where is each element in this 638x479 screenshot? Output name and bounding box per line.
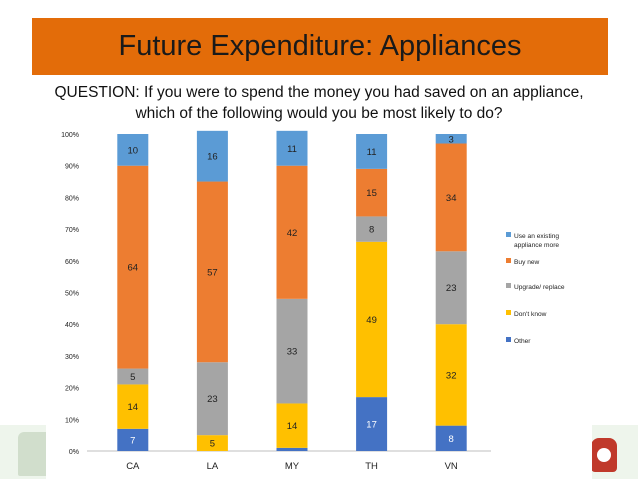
data-label: 14	[128, 402, 139, 413]
legend-swatch	[506, 283, 511, 288]
bar-segment	[356, 397, 388, 451]
data-label: 17	[366, 420, 377, 431]
data-label: 16	[207, 152, 218, 163]
data-label: 5	[210, 439, 215, 450]
bar-segment	[117, 368, 149, 385]
legend-label: Buy new	[514, 259, 540, 266]
bar-segment	[117, 384, 149, 429]
y-tick-label: 40%	[65, 322, 79, 329]
x-tick-label: TH	[365, 461, 378, 472]
bar-segment	[117, 134, 149, 166]
chart-panel: 0% 10% 20% 30% 40% 50% 60% 70% 80% 90% 100% 7 14 5 64 1…	[46, 122, 592, 479]
title-bar: Future Expenditure: Appliances	[32, 18, 608, 75]
bar-segment	[196, 362, 228, 436]
bar-segment	[276, 447, 308, 451]
stacked-bar-chart: 0% 10% 20% 30% 40% 50% 60% 70% 80% 90% 100% 7 14 5 64 1…	[61, 130, 565, 472]
bar-segment	[435, 143, 467, 252]
y-tick-label: 10%	[65, 417, 79, 424]
bar-segment	[435, 425, 467, 451]
x-tick-label: VN	[445, 461, 458, 472]
question-text: QUESTION: If you were to spend the money…	[20, 82, 618, 124]
data-label: 5	[130, 372, 135, 383]
data-label: 64	[128, 263, 139, 274]
y-tick-label: 0%	[69, 449, 79, 456]
data-label: 11	[287, 144, 297, 155]
y-tick-label: 50%	[65, 291, 79, 298]
legend-label: appliance more	[514, 242, 559, 249]
bar-segment	[117, 428, 149, 451]
data-label: 3	[449, 134, 454, 145]
data-label: 49	[366, 315, 377, 326]
bar-segment	[276, 298, 308, 404]
slide-title: Future Expenditure: Appliances	[118, 30, 522, 62]
legend-label: Other	[514, 338, 531, 345]
bar-segment	[435, 134, 467, 144]
data-label: 14	[287, 421, 298, 432]
bar-segment	[117, 165, 149, 369]
x-tick-label: MY	[285, 461, 300, 472]
data-label: 15	[366, 188, 377, 199]
legend-swatch	[506, 232, 511, 237]
data-label: 23	[446, 283, 457, 294]
question-line-2: which of the following would you be most…	[135, 105, 503, 122]
data-label: 11	[367, 147, 377, 158]
legend-label: Upgrade/ replace	[514, 284, 565, 291]
y-tick-label: 60%	[65, 259, 79, 266]
lpg-cylinder-icon	[591, 438, 617, 472]
legend-swatch	[506, 337, 511, 342]
y-tick-label: 80%	[65, 195, 79, 202]
bar-segment	[356, 134, 388, 169]
y-tick-label: 70%	[65, 227, 79, 234]
legend-label: Don't know	[514, 311, 547, 318]
bar-segment	[356, 241, 388, 398]
data-label: 7	[130, 435, 135, 446]
bar-segment	[356, 168, 388, 217]
data-label: 8	[449, 434, 454, 445]
bar-segment	[196, 181, 228, 363]
bar-segment	[196, 130, 228, 182]
data-label: 23	[207, 394, 218, 405]
y-tick-label: 30%	[65, 354, 79, 361]
legend-label: Use an existing	[514, 233, 559, 240]
bar-segment	[435, 324, 467, 426]
data-label: 32	[446, 370, 457, 381]
legend-swatch	[506, 258, 511, 263]
y-tick-label: 20%	[65, 386, 79, 393]
data-label: 57	[207, 267, 218, 278]
y-tick-label: 90%	[65, 164, 79, 171]
bar-segment	[356, 216, 388, 242]
data-label: 8	[369, 225, 374, 236]
y-tick-label: 100%	[61, 132, 79, 139]
legend-swatch	[506, 310, 511, 315]
x-tick-label: LA	[207, 461, 219, 472]
data-label: 34	[446, 193, 457, 204]
data-label: 33	[287, 347, 298, 358]
bar-segment	[196, 435, 228, 451]
data-label: 10	[128, 145, 139, 156]
bar-segment	[276, 403, 308, 448]
bar-segment	[435, 251, 467, 325]
data-label: 42	[287, 228, 298, 239]
x-tick-label: CA	[126, 461, 140, 472]
bar-segment	[276, 165, 308, 299]
question-line-1: QUESTION: If you were to spend the money…	[54, 84, 584, 101]
bar-segment	[276, 130, 308, 166]
